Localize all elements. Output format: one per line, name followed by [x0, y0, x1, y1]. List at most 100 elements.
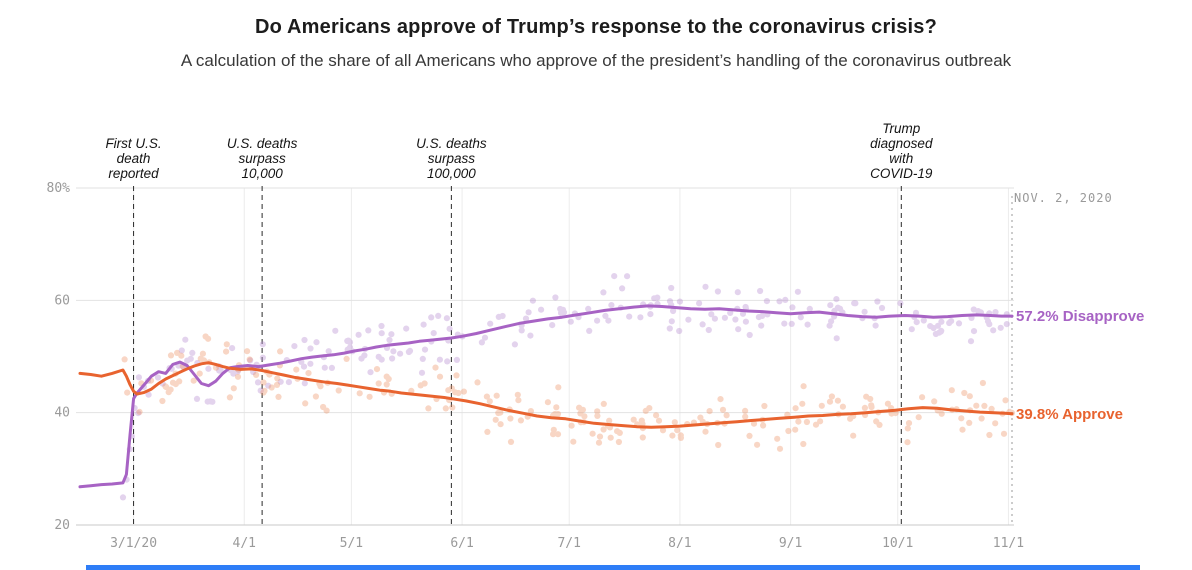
scatter-point — [307, 345, 314, 352]
scatter-point — [614, 428, 621, 435]
scatter-point — [507, 415, 514, 422]
scatter-point — [460, 388, 467, 395]
scatter-point — [378, 356, 385, 363]
scatter-point — [325, 348, 332, 355]
scatter-point — [260, 379, 267, 386]
y-tick-label: 80% — [47, 181, 71, 196]
scatter-point — [615, 438, 623, 446]
scatter-point — [677, 432, 684, 439]
scatter-point — [878, 304, 886, 312]
scatter-point — [176, 378, 183, 385]
scatter-point — [594, 412, 601, 419]
scatter-point — [187, 355, 194, 362]
scatter-point — [557, 305, 564, 313]
scatter-point — [904, 425, 911, 432]
scatter-point — [706, 408, 713, 415]
scatter-point — [630, 416, 637, 423]
scatter-point — [646, 405, 653, 412]
scatter-point — [717, 396, 724, 403]
scatter-point — [850, 432, 857, 439]
scatter-point — [230, 370, 237, 377]
scatter-point — [135, 374, 142, 381]
scatter-point — [386, 336, 393, 344]
scatter-point — [990, 327, 997, 334]
scatter-point — [174, 349, 181, 356]
scatter-point — [1003, 321, 1010, 328]
scatter-point — [484, 428, 491, 435]
scatter-point — [873, 418, 880, 425]
scatter-point — [550, 431, 557, 438]
scatter-point — [355, 331, 362, 338]
scatter-point — [595, 439, 603, 446]
scatter-point — [975, 308, 982, 315]
scatter-point — [581, 413, 588, 420]
scatter-point — [585, 305, 592, 312]
scatter-point — [912, 309, 920, 316]
scatter-point — [388, 331, 395, 338]
scatter-point — [789, 304, 796, 311]
scatter-point — [913, 319, 920, 326]
scatter-point — [861, 308, 868, 315]
event-label-line: COVID-19 — [870, 166, 933, 181]
scatter-point — [608, 302, 615, 309]
scatter-point — [746, 331, 753, 339]
scatter-point — [538, 306, 545, 313]
scatter-point — [366, 393, 373, 400]
scatter-point — [806, 305, 813, 312]
scatter-point — [493, 392, 500, 399]
scatter-point — [833, 335, 840, 342]
bottom-accent-bar — [86, 565, 1140, 570]
scatter-point — [669, 432, 676, 439]
scatter-point — [714, 288, 722, 295]
scatter-point — [576, 404, 583, 411]
scatter-point — [934, 322, 942, 329]
event-label-line: First U.S. — [105, 136, 161, 151]
scatter-point — [358, 355, 365, 362]
scatter-point — [723, 412, 730, 419]
scatter-point — [558, 310, 565, 317]
scatter-point — [782, 296, 789, 303]
scatter-point — [550, 426, 557, 433]
scatter-point — [226, 394, 233, 401]
event-label-line: 10,000 — [241, 166, 283, 181]
scatter-point — [193, 395, 201, 402]
scatter-point — [345, 337, 352, 344]
scatter-point — [594, 317, 601, 324]
scatter-point — [742, 413, 749, 420]
scatter-point — [436, 373, 444, 380]
scatter-point — [559, 306, 567, 313]
x-tick-label: 7/1 — [557, 536, 580, 551]
scatter-point — [207, 398, 214, 405]
scatter-point — [839, 403, 847, 410]
scatter-point — [970, 328, 978, 335]
scatter-point — [919, 394, 926, 401]
approve-end-label: 39.8% Approve — [1016, 406, 1123, 423]
scatter-point — [182, 336, 189, 343]
scatter-point — [847, 415, 854, 422]
scatter-point — [312, 393, 319, 400]
scatter-point — [702, 428, 709, 435]
scatter-point — [754, 441, 761, 448]
scatter-point — [361, 352, 368, 359]
x-tick-label: 9/1 — [779, 536, 802, 551]
scatter-point — [373, 366, 381, 373]
scatter-point — [666, 325, 673, 332]
scatter-point — [346, 339, 354, 346]
scatter-point — [794, 288, 802, 295]
scatter-point — [445, 387, 452, 394]
scatter-point — [261, 387, 268, 394]
scatter-point — [291, 343, 298, 350]
scatter-point — [600, 289, 607, 296]
scatter-point — [421, 380, 428, 387]
scatter-point — [763, 298, 771, 305]
scatter-point — [389, 355, 396, 362]
scatter-point — [800, 383, 807, 390]
scatter-point — [196, 370, 203, 377]
scatter-point — [313, 339, 320, 346]
scatter-point — [356, 390, 363, 397]
scatter-point — [418, 369, 426, 376]
scatter-point — [833, 296, 840, 303]
scatter-point — [554, 410, 562, 418]
